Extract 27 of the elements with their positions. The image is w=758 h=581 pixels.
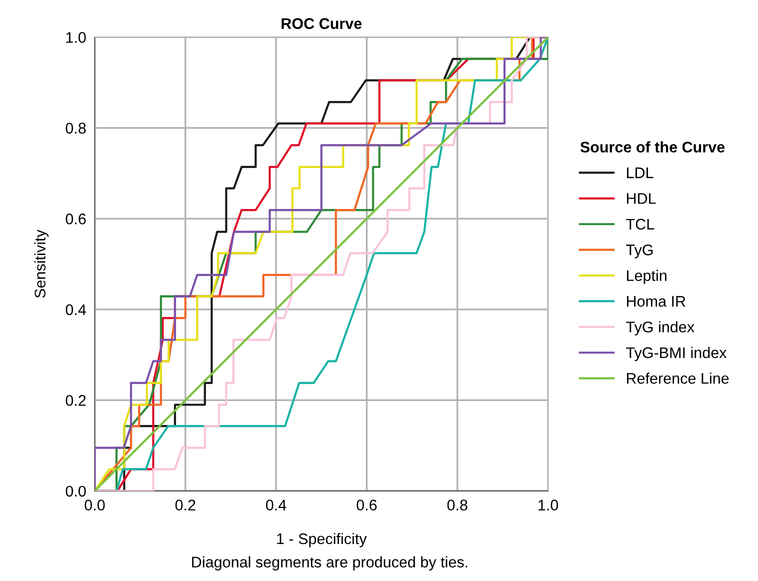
- legend-label: TCL: [626, 218, 654, 230]
- x-tick-label: 0.2: [175, 500, 196, 510]
- chart-title: ROC Curve: [282, 18, 362, 29]
- y-tick-label: 1.0: [66, 32, 86, 43]
- legend-label: Homa IR: [627, 296, 686, 307]
- legend-label: Leptin: [627, 270, 666, 284]
- legend-label: LDL: [627, 168, 654, 178]
- legend-label: TyG: [626, 244, 653, 258]
- y-tick-label: 0.0: [66, 486, 86, 497]
- y-tick-label: 0.4: [66, 304, 86, 316]
- y-tick-label: 0.6: [66, 214, 86, 224]
- legend-label: HDL: [627, 193, 656, 204]
- x-tick-label: 0.0: [84, 500, 105, 510]
- legend-title: Source of the Curve: [580, 141, 725, 153]
- y-tick-label: 0.2: [66, 395, 86, 406]
- x-tick-label: 0.4: [266, 500, 286, 510]
- legend-label: TyG-BMI index: [626, 346, 727, 362]
- text: Diagonal segments are produced by ties.: [192, 556, 468, 571]
- y-axis-title: Sensitivity: [34, 230, 49, 298]
- y-tick-label: 0.8: [66, 122, 86, 134]
- x-tick-label: 0.6: [356, 500, 377, 510]
- x-tick-label: 0.8: [447, 500, 468, 510]
- legend-label: TyG index: [626, 321, 694, 336]
- line-series: [94, 37, 548, 491]
- legend-label: Reference Line: [627, 372, 729, 384]
- x-axis-title: 1 - Specificity: [277, 532, 367, 548]
- x-tick-label: 1.0: [538, 500, 558, 510]
